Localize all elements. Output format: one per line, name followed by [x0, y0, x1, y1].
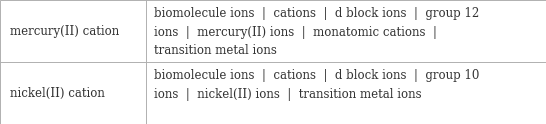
Text: mercury(II) cation: mercury(II) cation: [10, 25, 119, 37]
Text: biomolecule ions  |  cations  |  d block ions  |  group 12
ions  |  mercury(II) : biomolecule ions | cations | d block ion…: [154, 7, 479, 57]
Text: nickel(II) cation: nickel(II) cation: [10, 87, 105, 99]
Text: biomolecule ions  |  cations  |  d block ions  |  group 10
ions  |  nickel(II) i: biomolecule ions | cations | d block ion…: [154, 69, 479, 101]
